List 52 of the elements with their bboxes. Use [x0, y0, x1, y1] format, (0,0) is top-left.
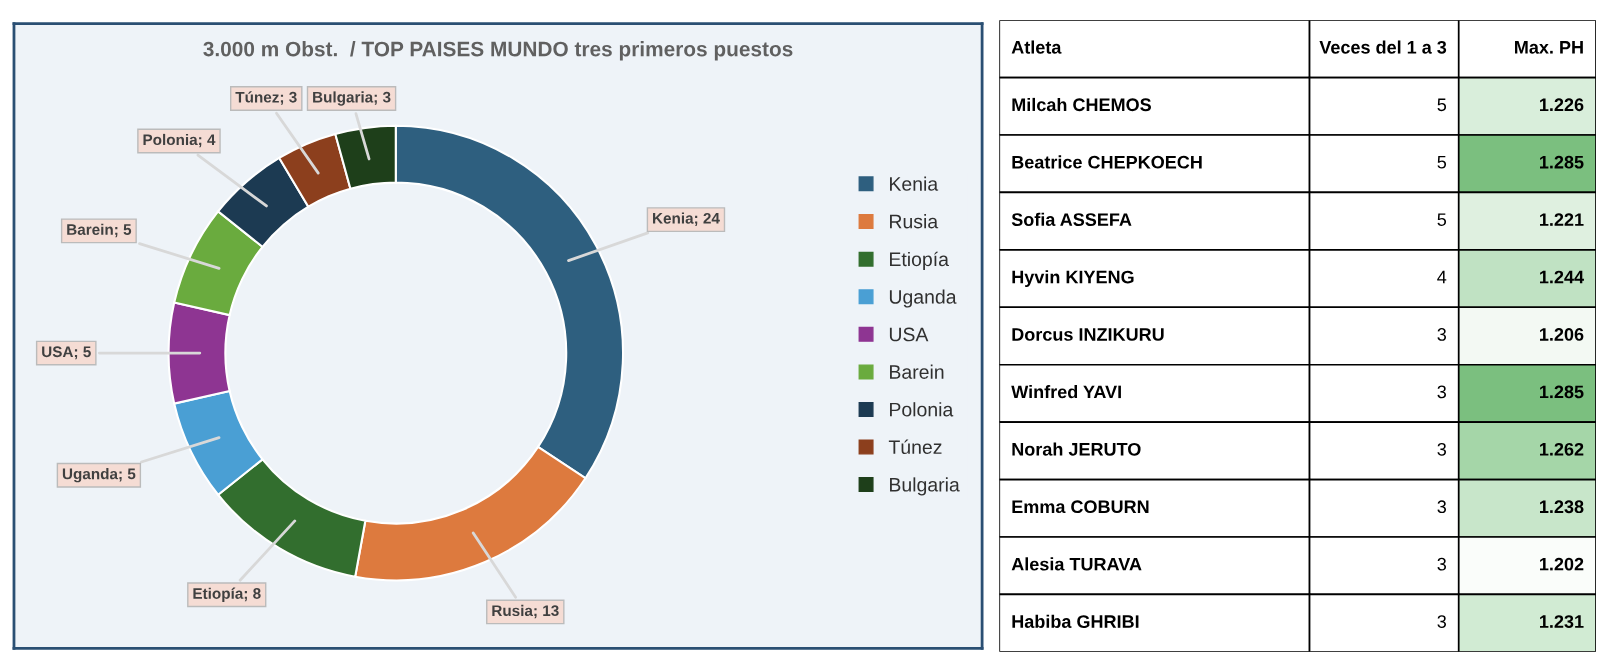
data-label: 5 [1437, 213, 1447, 226]
data-label: Kenia; 24 [653, 212, 720, 226]
data-label: 1.202 [1540, 557, 1584, 571]
legend-label: Bulgaria [890, 477, 960, 496]
data-label: 1.285 [1540, 155, 1584, 169]
series-label: Max. PH [1515, 41, 1583, 54]
data-label: Túnez; 3 [235, 91, 297, 105]
category-label: Norah JERUTO [1012, 442, 1141, 456]
legend-label: Rusia [890, 214, 939, 229]
legend-label: Uganda [889, 289, 957, 308]
data-label: 1.244 [1540, 270, 1584, 284]
data-label: Barein; 5 [67, 223, 132, 238]
chart-title: 3.000 m Obst. / TOP PAISES MUNDO tres primeros puestos [203, 41, 793, 61]
data-label: 1.231 [1540, 615, 1584, 628]
data-label: Polonia; 4 [143, 133, 216, 148]
data-label: Etiopía; 8 [193, 587, 261, 602]
data-label: 3 [1437, 500, 1447, 514]
data-label: 3 [1437, 385, 1447, 399]
data-label: 5 [1437, 155, 1447, 169]
data-label: Uganda; 5 [62, 468, 136, 483]
category-label: Emma COBURN [1012, 500, 1149, 514]
category-label: Habiba GHRIBI [1012, 614, 1139, 628]
data-label: Rusia; 13 [492, 604, 559, 619]
data-label: Bulgaria; 3 [313, 91, 391, 106]
data-label: 3 [1437, 328, 1447, 341]
category-label: Winfred YAVI [1011, 385, 1121, 399]
category-label: Hyvin KIYENG [1012, 270, 1134, 287]
legend-label: USA [889, 327, 929, 342]
legend-label: Barein [890, 364, 944, 379]
data-label: 1.226 [1540, 98, 1584, 112]
data-label: 1.206 [1540, 328, 1584, 341]
legend-label: Polonia [890, 402, 954, 417]
data-label: 1.285 [1540, 385, 1584, 399]
legend-label: Kenia [890, 176, 939, 191]
data-label: 5 [1437, 98, 1447, 112]
series-label: Veces del 1 a 3 [1319, 40, 1447, 54]
category-label: Milcah CHEMOS [1012, 97, 1151, 112]
data-label: 3 [1437, 442, 1447, 456]
legend-label: Túnez [888, 439, 942, 455]
data-label: 1.238 [1540, 500, 1584, 514]
text: Atleta [1011, 40, 1062, 54]
data-label: 1.221 [1540, 213, 1584, 226]
legend-label: Etiopía [890, 251, 949, 271]
category-label: Beatrice CHEPKOECH [1012, 155, 1202, 169]
data-label: 4 [1437, 270, 1447, 284]
data-label: 3 [1437, 557, 1447, 571]
category-label: Sofia ASSEFA [1011, 212, 1132, 226]
data-label: USA; 5 [42, 346, 91, 360]
data-label: 1.262 [1540, 442, 1584, 456]
category-label: Dorcus INZIKURU [1012, 328, 1164, 341]
category-label: Alesia TURAVA [1011, 557, 1142, 571]
data-label: 3 [1437, 615, 1447, 628]
